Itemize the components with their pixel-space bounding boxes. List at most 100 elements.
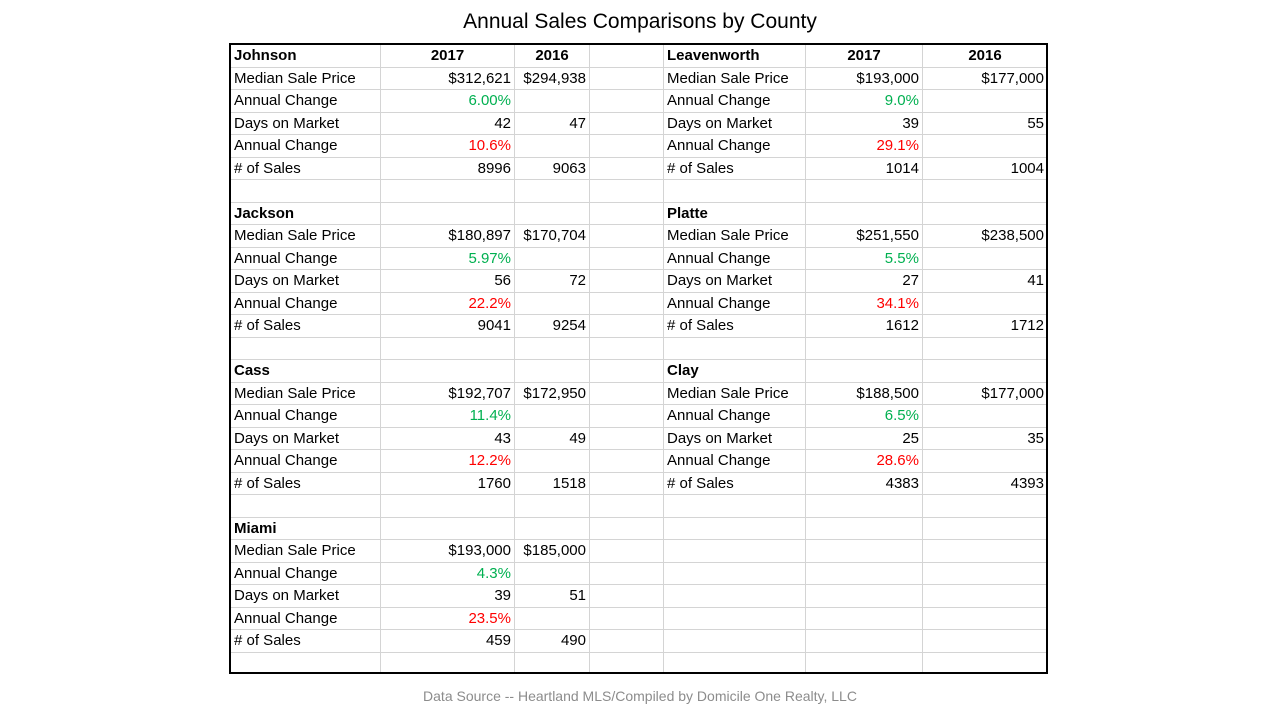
column-header-2016: 2016 [514, 45, 590, 68]
empty-cell [589, 359, 664, 383]
dom-2017-value: 56 [380, 269, 515, 293]
empty-cell [589, 179, 664, 203]
empty-cell [231, 336, 381, 360]
price-2017-value: $188,500 [805, 381, 923, 405]
empty-cell [231, 179, 381, 203]
row-label: Days on Market [231, 584, 381, 608]
row-label: Annual Change [231, 291, 381, 315]
row-label: Annual Change [231, 561, 381, 585]
empty-cell [805, 359, 923, 383]
dom-2016-value: 72 [514, 269, 590, 293]
price-change-value: 5.97% [380, 246, 515, 270]
table-row: Annual Change 5.97% Annual Change 5.5% [231, 246, 1046, 270]
county-name: Platte [663, 201, 806, 225]
empty-cell [589, 381, 664, 405]
row-label: # of Sales [231, 629, 381, 653]
table-row: Median Sale Price $192,707 $172,950 Median … [231, 381, 1046, 405]
empty-cell [514, 561, 590, 585]
row-label: # of Sales [663, 314, 806, 338]
empty-cell [805, 179, 923, 203]
sales-2016-value: 490 [514, 629, 590, 653]
column-header-2017: 2017 [380, 45, 515, 68]
empty-cell [380, 494, 515, 518]
table-row: Annual Change 12.2% Annual Change 28.6% [231, 449, 1046, 473]
county-name: Jackson [231, 201, 381, 225]
table-row [231, 494, 1046, 518]
dom-2017-value: 25 [805, 426, 923, 450]
empty-cell [589, 606, 664, 630]
row-label: Median Sale Price [231, 381, 381, 405]
empty-cell [380, 359, 515, 383]
row-label: Days on Market [231, 111, 381, 135]
empty-cell [514, 449, 590, 473]
empty-cell [589, 651, 664, 672]
empty-cell [663, 606, 806, 630]
dom-2017-value: 39 [805, 111, 923, 135]
empty-cell [805, 539, 923, 563]
empty-cell [589, 561, 664, 585]
row-label: Annual Change [663, 134, 806, 158]
empty-cell [589, 246, 664, 270]
county-name: Johnson [231, 45, 381, 68]
empty-cell [514, 651, 590, 672]
empty-cell [589, 471, 664, 495]
empty-cell [589, 494, 664, 518]
empty-cell [805, 516, 923, 540]
row-label: Annual Change [231, 404, 381, 428]
empty-cell [805, 584, 923, 608]
row-label: # of Sales [231, 156, 381, 180]
empty-cell [589, 449, 664, 473]
price-2016-value: $185,000 [514, 539, 590, 563]
row-label: Annual Change [231, 449, 381, 473]
price-2017-value: $180,897 [380, 224, 515, 248]
empty-cell [922, 516, 1046, 540]
empty-cell [589, 584, 664, 608]
price-2017-value: $251,550 [805, 224, 923, 248]
sales-2016-value: 1004 [922, 156, 1046, 180]
empty-cell [380, 179, 515, 203]
table-row: Days on Market 42 47 Days on Market 39 55 [231, 111, 1046, 135]
table-row: # of Sales 1760 1518 # of Sales 4383 4393 [231, 471, 1046, 495]
empty-cell [231, 494, 381, 518]
row-label: Annual Change [663, 246, 806, 270]
row-label: # of Sales [231, 471, 381, 495]
empty-cell [922, 584, 1046, 608]
empty-cell [589, 201, 664, 225]
empty-cell [514, 179, 590, 203]
empty-cell [514, 134, 590, 158]
table-row [231, 336, 1046, 360]
empty-cell [514, 89, 590, 113]
price-2016-value: $177,000 [922, 381, 1046, 405]
empty-cell [805, 201, 923, 225]
table-row: Days on Market 43 49 Days on Market 25 35 [231, 426, 1046, 450]
table-row: Median Sale Price $180,897 $170,704 Median … [231, 224, 1046, 248]
row-label: Annual Change [663, 404, 806, 428]
row-label: Median Sale Price [663, 66, 806, 90]
empty-cell [589, 539, 664, 563]
row-label: Median Sale Price [663, 381, 806, 405]
price-2016-value: $294,938 [514, 66, 590, 90]
price-2017-value: $193,000 [380, 539, 515, 563]
empty-cell [589, 404, 664, 428]
empty-cell [514, 336, 590, 360]
empty-cell [922, 201, 1046, 225]
row-label: Median Sale Price [231, 539, 381, 563]
empty-cell [514, 201, 590, 225]
row-label: Annual Change [663, 89, 806, 113]
empty-cell [922, 89, 1046, 113]
price-change-value: 6.00% [380, 89, 515, 113]
row-label: Median Sale Price [231, 224, 381, 248]
dom-2016-value: 51 [514, 584, 590, 608]
empty-cell [589, 45, 664, 68]
empty-cell [589, 336, 664, 360]
empty-cell [663, 584, 806, 608]
empty-cell [514, 516, 590, 540]
empty-cell [514, 606, 590, 630]
empty-cell [805, 629, 923, 653]
empty-cell [922, 629, 1046, 653]
price-change-value: 5.5% [805, 246, 923, 270]
dom-2016-value: 47 [514, 111, 590, 135]
price-2016-value: $238,500 [922, 224, 1046, 248]
row-label: # of Sales [663, 156, 806, 180]
row-label: Days on Market [663, 426, 806, 450]
